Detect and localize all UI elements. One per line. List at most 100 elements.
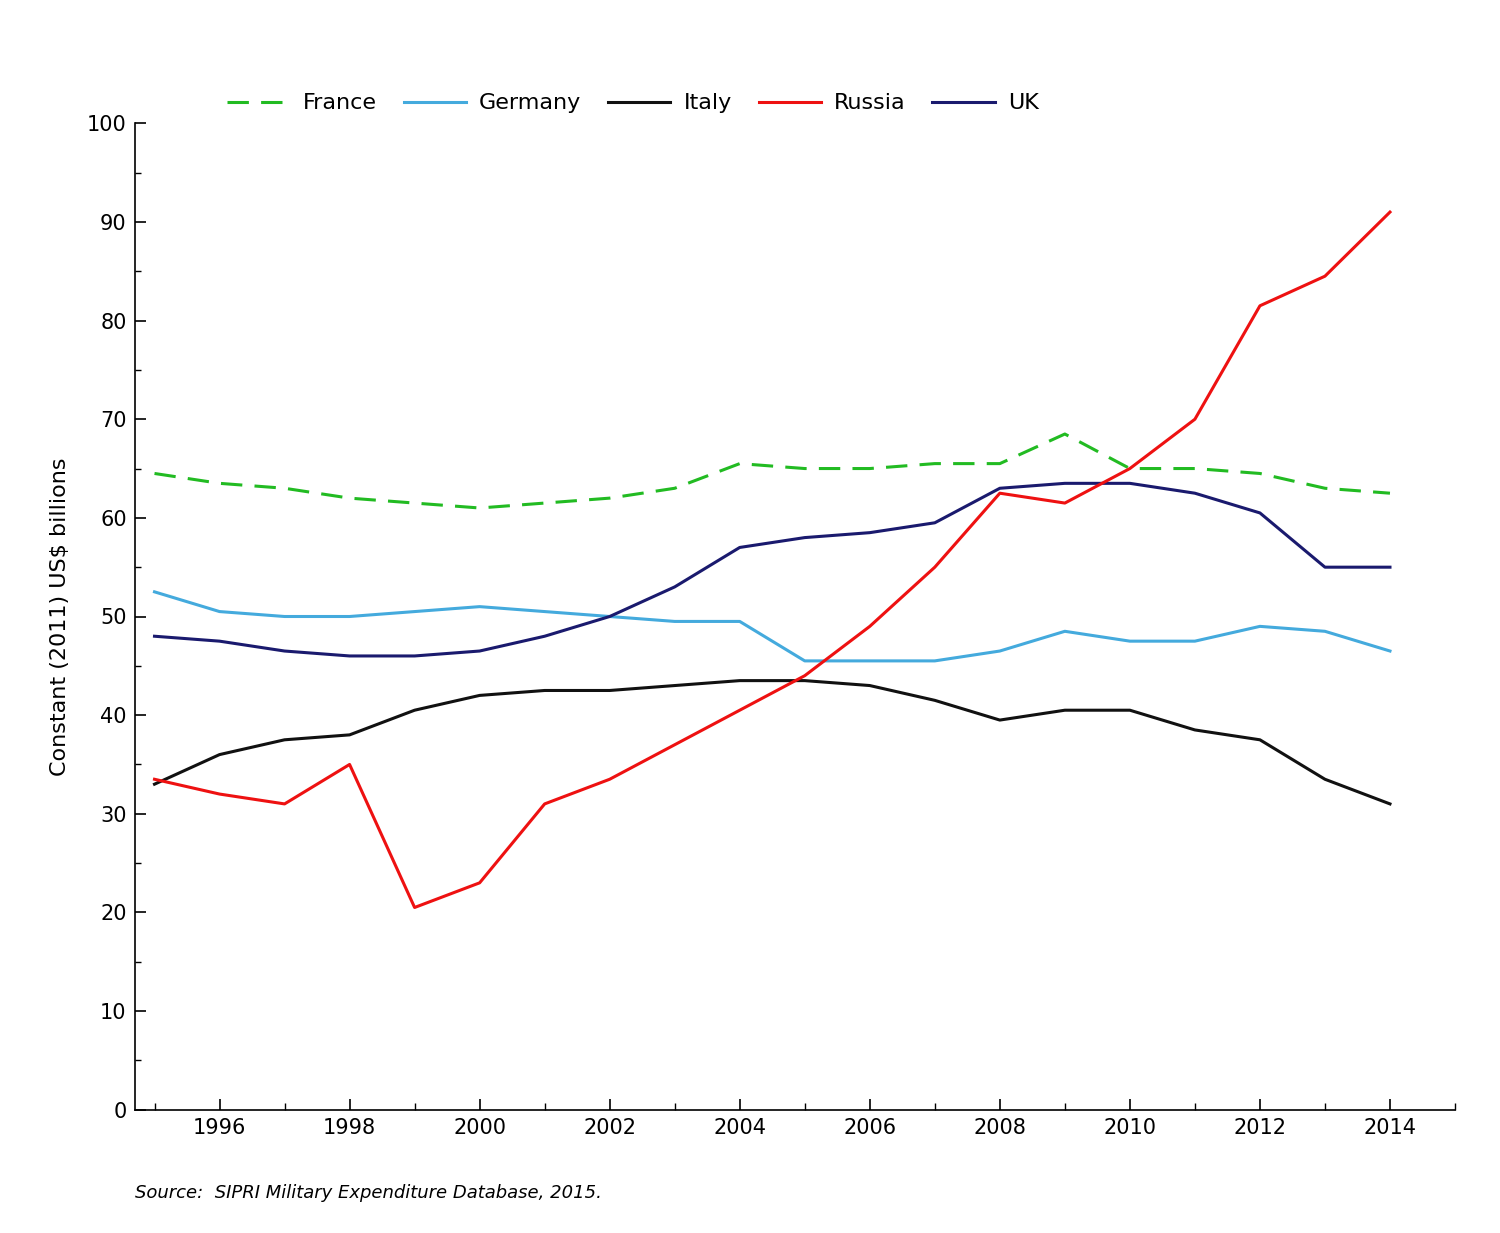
Y-axis label: Constant (2011) US$ billions: Constant (2011) US$ billions	[50, 457, 70, 776]
Line: France: France	[154, 434, 1390, 508]
Germany	[210, 604, 228, 619]
Germany	[1382, 644, 1400, 658]
Italy	[1120, 703, 1138, 718]
Italy	[210, 747, 228, 762]
Germany	[600, 609, 618, 624]
UK	[1251, 506, 1269, 520]
Russia	[861, 619, 879, 634]
Germany	[405, 604, 423, 619]
France	[1382, 486, 1400, 501]
France	[1251, 466, 1269, 481]
Germany	[730, 614, 748, 629]
Germany	[340, 609, 358, 624]
Russia	[146, 772, 164, 787]
Germany	[1120, 634, 1138, 649]
France	[146, 466, 164, 481]
France	[405, 496, 423, 510]
Germany	[1251, 619, 1269, 634]
Russia	[926, 560, 944, 575]
Germany	[276, 609, 294, 624]
UK	[405, 649, 423, 663]
Russia	[1120, 461, 1138, 476]
Germany	[1186, 634, 1204, 649]
Italy	[405, 703, 423, 718]
UK	[1186, 486, 1204, 501]
France	[471, 501, 489, 515]
Italy	[1056, 703, 1074, 718]
Italy	[666, 678, 684, 693]
Italy	[796, 673, 814, 688]
UK	[146, 629, 164, 644]
Italy	[992, 713, 1010, 727]
France	[796, 461, 814, 476]
UK	[796, 530, 814, 545]
Germany	[536, 604, 554, 619]
UK	[536, 629, 554, 644]
France	[666, 481, 684, 496]
France	[1186, 461, 1204, 476]
Russia	[536, 797, 554, 811]
UK	[861, 525, 879, 540]
Russia	[276, 797, 294, 811]
Russia	[405, 900, 423, 915]
Legend: France, Germany, Italy, Russia, UK: France, Germany, Italy, Russia, UK	[228, 94, 1040, 113]
Italy	[1316, 772, 1334, 787]
France	[210, 476, 228, 491]
Italy	[536, 683, 554, 698]
Russia	[666, 737, 684, 752]
France	[730, 456, 748, 471]
UK	[1382, 560, 1400, 575]
Germany	[1056, 624, 1074, 639]
Russia	[796, 668, 814, 683]
Italy	[276, 732, 294, 747]
UK	[1316, 560, 1334, 575]
Germany	[796, 653, 814, 668]
Line: Russia: Russia	[154, 212, 1390, 907]
Italy	[146, 777, 164, 792]
Italy	[600, 683, 618, 698]
Germany	[666, 614, 684, 629]
France	[926, 456, 944, 471]
UK	[276, 644, 294, 658]
Italy	[1382, 797, 1400, 811]
Russia	[992, 486, 1010, 501]
UK	[926, 515, 944, 530]
France	[536, 496, 554, 510]
UK	[1120, 476, 1138, 491]
Russia	[471, 875, 489, 890]
Russia	[730, 703, 748, 718]
Italy	[1251, 732, 1269, 747]
Russia	[210, 787, 228, 801]
France	[1316, 481, 1334, 496]
Germany	[1316, 624, 1334, 639]
Russia	[1316, 269, 1334, 284]
Russia	[1251, 298, 1269, 313]
UK	[340, 649, 358, 663]
Russia	[1056, 496, 1074, 510]
France	[276, 481, 294, 496]
Italy	[471, 688, 489, 703]
Line: Germany: Germany	[154, 592, 1390, 661]
UK	[666, 580, 684, 594]
Russia	[1186, 412, 1204, 427]
France	[992, 456, 1010, 471]
Germany	[146, 584, 164, 599]
UK	[1056, 476, 1074, 491]
UK	[210, 634, 228, 649]
France	[1056, 427, 1074, 441]
Germany	[992, 644, 1010, 658]
Italy	[1186, 723, 1204, 737]
Italy	[340, 727, 358, 742]
UK	[730, 540, 748, 555]
UK	[471, 644, 489, 658]
Italy	[861, 678, 879, 693]
France	[861, 461, 879, 476]
UK	[600, 609, 618, 624]
Line: UK: UK	[154, 483, 1390, 656]
France	[600, 491, 618, 506]
Russia	[1382, 205, 1400, 219]
France	[1120, 461, 1138, 476]
Text: Source:  SIPRI Military Expenditure Database, 2015.: Source: SIPRI Military Expenditure Datab…	[135, 1184, 602, 1202]
UK	[992, 481, 1010, 496]
Russia	[340, 757, 358, 772]
